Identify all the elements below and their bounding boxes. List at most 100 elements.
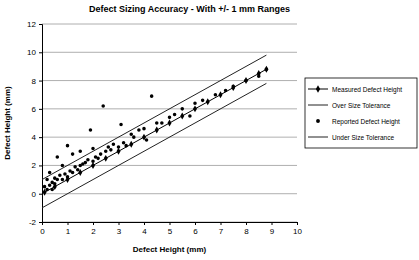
data-point <box>155 121 159 125</box>
legend-label: Reported Defect Height <box>332 118 400 126</box>
data-point <box>173 113 177 117</box>
data-point <box>206 98 210 105</box>
data-point <box>48 183 52 187</box>
tick-label: 12 <box>27 20 36 29</box>
data-point <box>71 171 75 175</box>
tick-mark <box>39 222 42 223</box>
tick: 0 <box>32 190 42 199</box>
data-point <box>78 150 82 154</box>
legend-entry: Reported Defect Height <box>316 118 400 126</box>
grid-line <box>42 24 297 25</box>
series <box>43 66 269 196</box>
legend-marker <box>316 85 320 92</box>
tick-label: 6 <box>193 227 198 236</box>
data-point <box>56 178 60 182</box>
tick: 8 <box>32 77 42 86</box>
data-point <box>257 75 261 79</box>
data-point <box>218 91 222 98</box>
data-point <box>89 128 93 132</box>
plot: 012345678910-2024681012 <box>27 20 302 236</box>
data-point <box>167 120 171 127</box>
data-point <box>50 188 54 192</box>
tick-label: 8 <box>32 77 37 86</box>
data-point <box>142 127 146 131</box>
y-axis: -2 0 2 4 6 8 10 12 <box>27 20 42 227</box>
data-point <box>112 142 116 146</box>
series-line <box>42 83 266 207</box>
series-line <box>42 55 266 179</box>
tick-label: 3 <box>117 227 122 236</box>
tick: 12 <box>27 20 42 29</box>
tick-mark <box>39 24 42 25</box>
data-point <box>101 104 105 108</box>
tick-label: 9 <box>270 227 275 236</box>
tick: 6 <box>32 105 42 114</box>
data-point <box>122 141 126 145</box>
data-point <box>91 162 95 169</box>
data-point <box>132 135 136 139</box>
legend-marker <box>316 119 320 123</box>
data-point <box>91 147 95 151</box>
data-point <box>180 112 184 119</box>
tick: 10 <box>293 222 302 236</box>
legend-label: Measured Defect Height <box>332 86 402 94</box>
tick-label: 10 <box>27 48 36 57</box>
data-point <box>224 89 228 93</box>
tick: 2 <box>32 161 42 170</box>
data-point <box>117 145 121 149</box>
tick: 4 <box>142 222 147 236</box>
data-point <box>56 155 60 159</box>
data-point <box>73 165 77 169</box>
x-axis: 012345678910 <box>40 222 302 236</box>
data-point <box>48 171 52 175</box>
tick-label: 4 <box>142 227 147 236</box>
tick: 6 <box>193 222 198 236</box>
x-axis-title: Defect Height (mm) <box>133 245 207 254</box>
data-point <box>43 185 47 189</box>
legend-box <box>305 78 417 148</box>
data-point <box>104 155 108 162</box>
data-point <box>193 101 197 105</box>
tick-label: -2 <box>29 218 37 227</box>
tick-mark <box>195 222 196 225</box>
legend-entry: Under Size Tolerance <box>308 134 394 141</box>
tick-mark <box>272 222 273 225</box>
data-point <box>109 148 113 152</box>
data-point <box>61 164 65 168</box>
data-point <box>193 105 197 112</box>
data-point <box>124 144 128 148</box>
tick-mark <box>39 137 42 138</box>
data-point <box>61 178 65 182</box>
tick-mark <box>170 222 171 225</box>
tick-label: 5 <box>168 227 173 236</box>
tick: 1 <box>66 222 71 236</box>
tick-mark <box>39 109 42 110</box>
data-point <box>201 99 205 103</box>
tick: 4 <box>32 133 42 142</box>
series <box>43 67 268 191</box>
tick-label: 0 <box>40 227 45 236</box>
tick: 10 <box>27 48 42 57</box>
data-point <box>264 66 268 73</box>
legend: Measured Defect Height Over Size Toleranc… <box>305 78 417 148</box>
tick-mark <box>119 222 120 225</box>
data-point <box>104 150 108 154</box>
legend-entry: Measured Defect Height <box>308 85 402 93</box>
data-point <box>66 144 70 148</box>
tick: 2 <box>91 222 96 236</box>
tick: 8 <box>244 222 249 236</box>
data-point <box>71 152 75 156</box>
grid <box>42 24 297 222</box>
data-point <box>66 175 70 179</box>
data-point <box>91 159 95 163</box>
data-point <box>76 168 80 172</box>
axis-line <box>39 25 43 223</box>
tick: 0 <box>40 222 45 236</box>
legend-label: Over Size Tolerance <box>332 102 391 109</box>
tick-mark <box>68 222 69 225</box>
series-line <box>45 69 267 192</box>
tick: 9 <box>270 222 275 236</box>
data-point <box>244 77 248 84</box>
tick-mark <box>221 222 222 225</box>
legend-label: Under Size Tolerance <box>332 134 394 141</box>
